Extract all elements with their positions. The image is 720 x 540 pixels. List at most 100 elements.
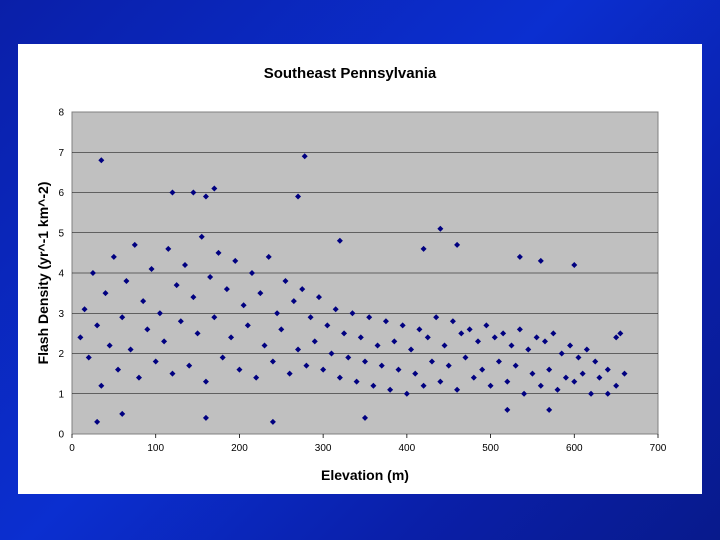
data-point — [328, 350, 335, 357]
data-point — [537, 257, 544, 264]
data-point — [387, 386, 394, 393]
data-point — [567, 342, 574, 349]
data-point — [211, 314, 218, 321]
data-point — [408, 346, 415, 353]
data-point — [604, 390, 611, 397]
data-point — [202, 378, 209, 385]
data-point — [454, 241, 461, 248]
data-point — [315, 294, 322, 301]
data-point — [424, 334, 431, 341]
x-tick-label-0: 0 — [69, 443, 75, 454]
data-point — [94, 418, 101, 425]
data-point — [123, 278, 130, 285]
data-point — [454, 386, 461, 393]
data-point — [211, 185, 218, 192]
data-point — [412, 370, 419, 377]
y-tick-label-0: 0 — [58, 430, 64, 441]
data-point — [307, 314, 314, 321]
data-point — [110, 253, 117, 260]
data-point — [119, 410, 126, 417]
data-point — [77, 334, 84, 341]
data-point — [144, 326, 151, 333]
data-point — [433, 314, 440, 321]
data-point — [207, 274, 214, 281]
data-point — [437, 225, 444, 232]
data-point — [362, 414, 368, 421]
y-tick-label-8: 8 — [58, 108, 64, 119]
data-point — [341, 330, 348, 337]
data-point — [261, 342, 268, 349]
x-axis-title: Elevation (m) — [321, 467, 409, 483]
data-point — [274, 310, 281, 317]
data-point — [357, 334, 364, 341]
x-tick-label-4: 400 — [399, 443, 416, 454]
data-point — [236, 366, 243, 373]
data-point — [395, 366, 402, 373]
data-point — [336, 374, 343, 381]
data-point — [504, 406, 511, 413]
data-point — [374, 342, 381, 349]
data-point — [169, 189, 176, 196]
data-point — [127, 346, 134, 353]
data-point — [106, 342, 113, 349]
data-point — [98, 157, 105, 164]
data-point — [190, 294, 197, 301]
data-point — [571, 261, 578, 268]
data-point — [466, 326, 473, 333]
data-point — [119, 314, 126, 321]
data-point — [575, 354, 582, 361]
data-point — [571, 378, 578, 385]
data-point — [428, 358, 435, 365]
data-point — [140, 298, 147, 305]
x-tick-label-6: 600 — [566, 443, 583, 454]
data-point — [403, 390, 410, 397]
data-point — [546, 366, 553, 373]
data-point — [529, 370, 536, 377]
data-point — [102, 290, 109, 297]
data-point — [508, 342, 515, 349]
data-point — [362, 358, 368, 365]
y-tick-label-6: 6 — [58, 188, 64, 199]
data-point — [286, 370, 293, 377]
data-point — [349, 310, 356, 317]
data-point — [269, 358, 276, 365]
data-point — [295, 346, 302, 353]
data-point — [441, 342, 448, 349]
data-point — [550, 330, 557, 337]
y-axis-title: Flash Density (yr^-1 km^-2) — [35, 182, 51, 365]
data-point — [190, 189, 197, 196]
data-markers — [77, 153, 628, 425]
data-point — [182, 261, 189, 268]
data-point — [115, 366, 122, 373]
data-point — [282, 278, 289, 285]
data-point — [596, 374, 603, 381]
data-point — [240, 302, 247, 309]
data-point — [223, 286, 230, 293]
data-point — [202, 414, 209, 421]
data-point — [437, 378, 444, 385]
data-point — [194, 330, 201, 337]
x-axis-ticks: 0 100 200 300 400 500 600 700 — [69, 434, 667, 454]
data-point — [475, 338, 482, 345]
data-point — [156, 310, 163, 317]
y-tick-label-3: 3 — [58, 309, 64, 320]
data-point — [546, 406, 553, 413]
data-point — [269, 418, 276, 425]
data-point — [301, 153, 308, 160]
data-point — [470, 374, 477, 381]
data-point — [370, 382, 377, 389]
data-point — [332, 306, 339, 313]
data-point — [248, 270, 255, 276]
data-point — [131, 241, 138, 248]
data-point — [336, 237, 343, 244]
data-point — [135, 374, 142, 381]
data-point — [278, 326, 285, 333]
data-point — [98, 382, 105, 389]
data-point — [299, 286, 306, 293]
data-point — [516, 253, 523, 260]
data-point — [541, 338, 548, 345]
data-point — [621, 370, 628, 377]
data-point — [554, 386, 561, 393]
data-point — [562, 374, 569, 381]
scatter-chart: Southeast Pennsylvania 0 100 200 300 400 500 6… — [35, 65, 667, 483]
